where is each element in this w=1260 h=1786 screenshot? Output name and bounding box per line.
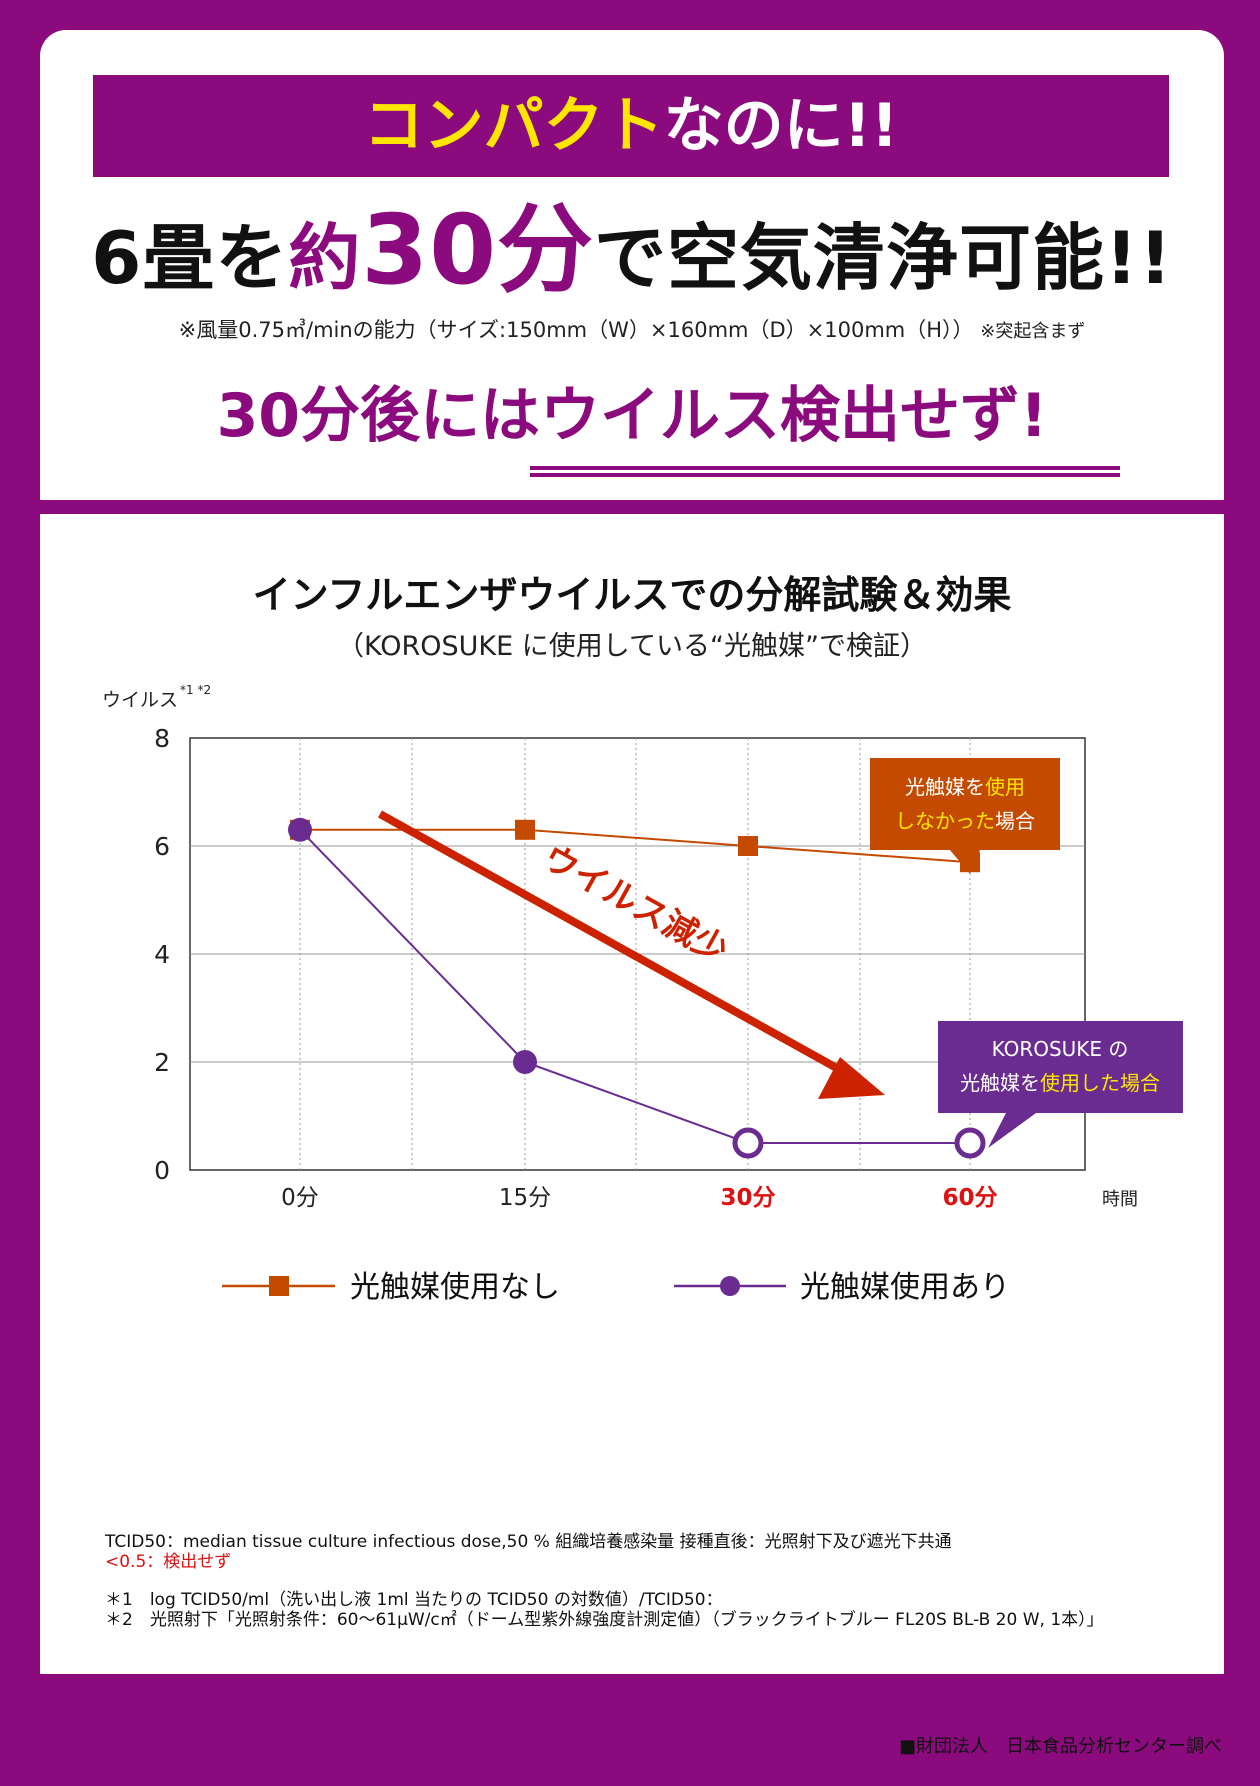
x-tick-label: 15分 — [499, 1185, 551, 1211]
x-axis-label: 時間 — [1102, 1189, 1138, 1210]
spec-note: ※風量0.75㎥/minの能力（サイズ:150mm（W）×160mm（D）×10… — [40, 314, 1224, 344]
result-headline: 30分後にはウイルス検出せず! — [216, 381, 1048, 451]
footnote-1: ＊1 log TCID50/ml（洗い出し液 1ml 当たりの TCID50 の… — [105, 1590, 723, 1610]
y-tick-label: 0 — [154, 1156, 170, 1185]
callout-no-catalyst-line1: 光触媒を使用 — [905, 775, 1025, 799]
y-axis-label: ウイルス — [102, 689, 178, 711]
series-2-marker — [288, 817, 312, 842]
legend-label-no-catalyst: 光触媒使用なし — [350, 1270, 560, 1305]
spec-note-main: ※風量0.75㎥/minの能力（サイズ:150mm（W）×160mm（D）×10… — [178, 318, 974, 342]
x-tick-label: 0分 — [281, 1185, 319, 1211]
series-2-marker-open — [954, 1127, 986, 1159]
decrease-arrow-shaft — [378, 810, 862, 1085]
callout-with-catalyst-pointer — [988, 1113, 1036, 1148]
y-tick-label: 4 — [154, 940, 170, 969]
footnote-detect: <0.5：検出せず — [105, 1552, 232, 1572]
headline-card: コンパクトなのに!! 6畳を約30分で空気清浄可能!! ※風量0.75㎥/min… — [40, 30, 1224, 500]
callout-no-catalyst-box — [870, 758, 1060, 850]
callout-with-catalyst-box — [938, 1021, 1183, 1113]
spec-note-small: ※突起含まず — [980, 321, 1086, 342]
series-2-marker — [513, 1050, 537, 1074]
callout-with-catalyst-line2: 光触媒を使用した場合 — [960, 1071, 1160, 1095]
x-tick-label: 30分 — [720, 1185, 775, 1211]
decrease-arrow-head — [818, 1057, 885, 1099]
chart-subtitle: （KOROSUKE に使用している“光触媒”で検証） — [337, 631, 927, 662]
legend-marker-no-catalyst — [269, 1276, 289, 1296]
footnote-tcid: TCID50：median tissue culture infectious … — [105, 1532, 952, 1552]
chart-title: インフルエンザウイルスでの分解試験＆効果 — [252, 573, 1012, 617]
series-2-marker-open — [732, 1127, 764, 1159]
callout-no-catalyst-pointer — [950, 850, 980, 874]
callout-with-catalyst-line1: KOROSUKE の — [992, 1037, 1129, 1061]
headline-part-d: で空気清浄可能!! — [594, 216, 1173, 300]
y-tick-label: 6 — [154, 832, 170, 861]
legend-marker-with-catalyst — [720, 1276, 740, 1296]
main-headline: 6畳を約30分で空気清浄可能!! — [40, 202, 1224, 303]
series-1-marker — [738, 836, 758, 856]
headline-part-b: 約 — [288, 216, 362, 300]
series-line-2 — [299, 829, 970, 1144]
x-tick-label: 60分 — [942, 1185, 997, 1211]
callout-no-catalyst-line2: しなかった場合 — [895, 809, 1035, 833]
source-credit: ■財団法人 日本食品分析センター調べ — [898, 1736, 1222, 1757]
series-1-marker — [515, 819, 535, 840]
headline-banner: コンパクトなのに!! — [93, 75, 1169, 177]
footnote-2: ＊2 光照射下「光照射条件：60～61μW/c㎡（ドーム型紫外線強度計測定値）（… — [105, 1610, 1104, 1630]
y-tick-label: 2 — [154, 1048, 170, 1077]
banner-rest: なのに!! — [663, 91, 899, 161]
legend-label-with-catalyst: 光触媒使用あり — [800, 1270, 1010, 1305]
headline-part-c: 30分 — [361, 194, 595, 306]
banner-highlight: コンパクト — [363, 91, 664, 161]
y-axis-label-superscript: *1 *2 — [180, 683, 211, 697]
result-underline — [530, 466, 1120, 477]
headline-part-a: 6畳を — [91, 216, 289, 300]
chart-card: インフルエンザウイルスでの分解試験＆効果 （KOROSUKE に使用している“光… — [40, 514, 1224, 1674]
y-tick-label: 8 — [154, 724, 170, 753]
